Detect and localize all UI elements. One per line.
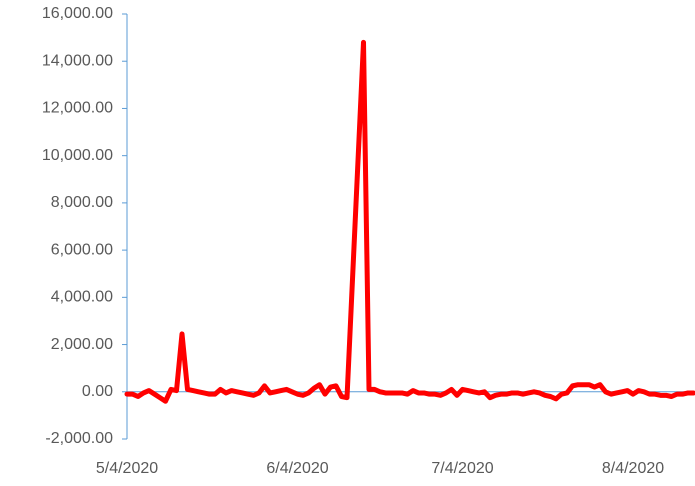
y-tick-label: 8,000.00 (51, 194, 113, 211)
y-tick-label: 4,000.00 (51, 289, 113, 306)
y-tick-label: -2,000.00 (45, 430, 113, 447)
y-tick-label: 12,000.00 (42, 100, 113, 117)
y-tick-label: 14,000.00 (42, 52, 113, 69)
y-tick-label: 10,000.00 (42, 147, 113, 164)
x-tick-label: 7/4/2020 (431, 460, 493, 477)
x-tick-label: 8/4/2020 (602, 460, 664, 477)
x-tick-label: 5/4/2020 (96, 460, 158, 477)
y-tick-label: 16,000.00 (42, 5, 113, 22)
y-tick-label: 0.00 (82, 383, 113, 400)
y-tick-label: 2,000.00 (51, 336, 113, 353)
data-line (124, 39, 695, 404)
y-tick-label: 6,000.00 (51, 241, 113, 258)
x-tick-label: 6/4/2020 (266, 460, 328, 477)
